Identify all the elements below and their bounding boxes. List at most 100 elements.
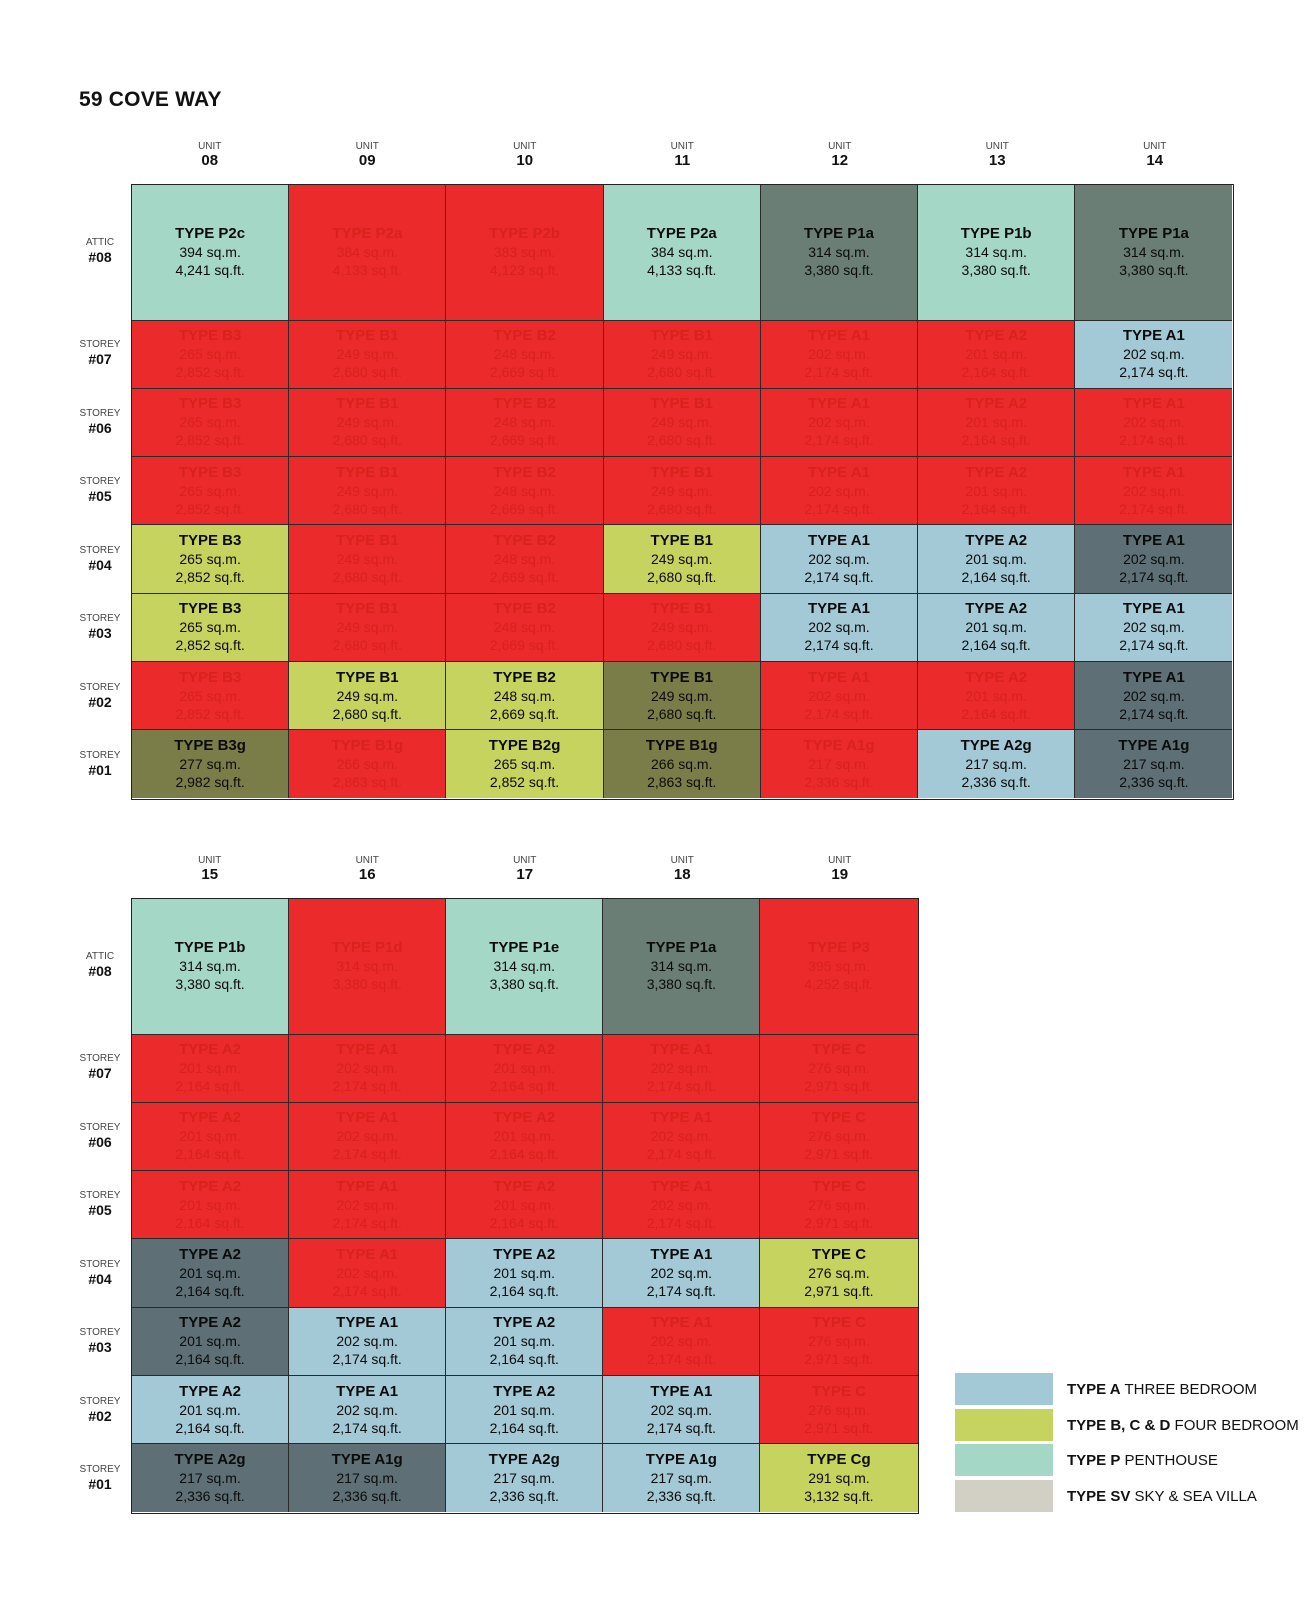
sold-unit-cell[interactable]: TYPE B1 249 sq.m. 2,680 sq.ft. [289, 388, 447, 458]
sold-unit-cell[interactable]: TYPE B1 249 sq.m. 2,680 sq.ft. [603, 320, 761, 389]
available-unit-cell[interactable]: TYPE B3 265 sq.m. 2,852 sq.ft. [132, 593, 290, 662]
sold-unit-cell[interactable]: TYPE A1 202 sq.m. 2,174 sq.ft. [603, 1171, 761, 1240]
sold-unit-cell[interactable]: TYPE A1 202 sq.m. 2,174 sq.ft. [1075, 457, 1233, 526]
available-unit-cell[interactable]: TYPE A2 201 sq.m. 2,164 sq.ft. [446, 1375, 604, 1445]
available-unit-cell[interactable]: TYPE A1g 217 sq.m. 2,336 sq.ft. [603, 1444, 761, 1513]
available-unit-cell[interactable]: TYPE B1 249 sq.m. 2,680 sq.ft. [603, 661, 761, 731]
sold-unit-cell[interactable]: TYPE P2b 383 sq.m. 4,123 sq.ft. [446, 185, 604, 321]
sold-unit-cell[interactable]: TYPE B2 248 sq.m. 2,669 sq.ft. [446, 388, 604, 458]
sold-unit-cell[interactable]: TYPE C 276 sq.m. 2,971 sq.ft. [760, 1307, 918, 1376]
available-unit-cell[interactable]: TYPE P2c 394 sq.m. 4,241 sq.ft. [132, 185, 290, 321]
sold-unit-cell[interactable]: TYPE A2 201 sq.m. 2,164 sq.ft. [446, 1102, 604, 1172]
floor-number: #04 [88, 556, 112, 573]
sold-unit-cell[interactable]: TYPE B1 249 sq.m. 2,680 sq.ft. [603, 388, 761, 458]
available-unit-cell[interactable]: TYPE P1a 314 sq.m. 3,380 sq.ft. [760, 185, 919, 321]
available-unit-cell[interactable]: TYPE B2 248 sq.m. 2,669 sq.ft. [446, 661, 604, 731]
sold-unit-cell[interactable]: TYPE B1 249 sq.m. 2,680 sq.ft. [289, 320, 447, 389]
available-unit-cell[interactable]: TYPE A2 201 sq.m. 2,164 sq.ft. [132, 1307, 290, 1376]
available-unit-cell[interactable]: TYPE A2 201 sq.m. 2,164 sq.ft. [132, 1375, 290, 1445]
sold-unit-cell[interactable]: TYPE A1 202 sq.m. 2,174 sq.ft. [760, 320, 919, 389]
sold-unit-cell[interactable]: TYPE A2 201 sq.m. 2,164 sq.ft. [918, 320, 1076, 389]
available-unit-cell[interactable]: TYPE B3 265 sq.m. 2,852 sq.ft. [132, 525, 290, 594]
available-unit-cell[interactable]: TYPE B3g 277 sq.m. 2,982 sq.ft. [132, 730, 290, 799]
available-unit-cell[interactable]: TYPE A1 202 sq.m. 2,174 sq.ft. [1075, 661, 1233, 731]
sold-unit-cell[interactable]: TYPE A1 202 sq.m. 2,174 sq.ft. [760, 457, 919, 526]
sold-unit-cell[interactable]: TYPE A2 201 sq.m. 2,164 sq.ft. [132, 1171, 290, 1240]
unit-type: TYPE P2a [646, 225, 717, 243]
available-unit-cell[interactable]: TYPE Cg 291 sq.m. 3,132 sq.ft. [760, 1444, 918, 1513]
sold-unit-cell[interactable]: TYPE B1 249 sq.m. 2,680 sq.ft. [603, 593, 761, 662]
sold-unit-cell[interactable]: TYPE B2 248 sq.m. 2,669 sq.ft. [446, 593, 604, 662]
sold-unit-cell[interactable]: TYPE B1 249 sq.m. 2,680 sq.ft. [603, 457, 761, 526]
sold-unit-cell[interactable]: TYPE B1 249 sq.m. 2,680 sq.ft. [289, 457, 447, 526]
available-unit-cell[interactable]: TYPE C 276 sq.m. 2,971 sq.ft. [760, 1239, 918, 1308]
sold-unit-cell[interactable]: TYPE A1 202 sq.m. 2,174 sq.ft. [289, 1239, 447, 1308]
available-unit-cell[interactable]: TYPE A2 201 sq.m. 2,164 sq.ft. [918, 525, 1076, 594]
available-unit-cell[interactable]: TYPE A2g 217 sq.m. 2,336 sq.ft. [132, 1444, 290, 1513]
available-unit-cell[interactable]: TYPE B1 249 sq.m. 2,680 sq.ft. [289, 661, 447, 731]
available-unit-cell[interactable]: TYPE A1 202 sq.m. 2,174 sq.ft. [760, 593, 919, 662]
sold-unit-cell[interactable]: TYPE C 276 sq.m. 2,971 sq.ft. [760, 1375, 918, 1445]
sold-unit-cell[interactable]: TYPE A1 202 sq.m. 2,174 sq.ft. [603, 1307, 761, 1376]
sold-unit-cell[interactable]: TYPE A1 202 sq.m. 2,174 sq.ft. [1075, 388, 1233, 458]
available-unit-cell[interactable]: TYPE A2g 217 sq.m. 2,336 sq.ft. [918, 730, 1076, 799]
sold-unit-cell[interactable]: TYPE P2a 384 sq.m. 4,133 sq.ft. [289, 185, 447, 321]
available-unit-cell[interactable]: TYPE P2a 384 sq.m. 4,133 sq.ft. [603, 185, 761, 321]
available-unit-cell[interactable]: TYPE A2 201 sq.m. 2,164 sq.ft. [446, 1307, 604, 1376]
available-unit-cell[interactable]: TYPE P1a 314 sq.m. 3,380 sq.ft. [1075, 185, 1233, 321]
available-unit-cell[interactable]: TYPE P1b 314 sq.m. 3,380 sq.ft. [132, 899, 290, 1035]
unit-area-sqm: 277 sq.m. [179, 756, 241, 773]
sold-unit-cell[interactable]: TYPE A1 202 sq.m. 2,174 sq.ft. [289, 1171, 447, 1240]
sold-unit-cell[interactable]: TYPE C 276 sq.m. 2,971 sq.ft. [760, 1102, 918, 1172]
available-unit-cell[interactable]: TYPE A1 202 sq.m. 2,174 sq.ft. [603, 1239, 761, 1308]
sold-unit-cell[interactable]: TYPE A2 201 sq.m. 2,164 sq.ft. [918, 457, 1076, 526]
sold-unit-cell[interactable]: TYPE A1 202 sq.m. 2,174 sq.ft. [603, 1034, 761, 1103]
available-unit-cell[interactable]: TYPE B1 249 sq.m. 2,680 sq.ft. [603, 525, 761, 594]
available-unit-cell[interactable]: TYPE P1b 314 sq.m. 3,380 sq.ft. [918, 185, 1076, 321]
available-unit-cell[interactable]: TYPE A1g 217 sq.m. 2,336 sq.ft. [289, 1444, 447, 1513]
sold-unit-cell[interactable]: TYPE C 276 sq.m. 2,971 sq.ft. [760, 1034, 918, 1103]
sold-unit-cell[interactable]: TYPE A2 201 sq.m. 2,164 sq.ft. [446, 1171, 604, 1240]
sold-unit-cell[interactable]: TYPE B1 249 sq.m. 2,680 sq.ft. [289, 593, 447, 662]
available-unit-cell[interactable]: TYPE A1g 217 sq.m. 2,336 sq.ft. [1075, 730, 1233, 799]
sold-unit-cell[interactable]: TYPE A2 201 sq.m. 2,164 sq.ft. [132, 1034, 290, 1103]
available-unit-cell[interactable]: TYPE P1a 314 sq.m. 3,380 sq.ft. [603, 899, 761, 1035]
sold-unit-cell[interactable]: TYPE A1 202 sq.m. 2,174 sq.ft. [760, 388, 919, 458]
sold-unit-cell[interactable]: TYPE P3 395 sq.m. 4,252 sq.ft. [760, 899, 918, 1035]
sold-unit-cell[interactable]: TYPE A2 201 sq.m. 2,164 sq.ft. [918, 388, 1076, 458]
sold-unit-cell[interactable]: TYPE A1g 217 sq.m. 2,336 sq.ft. [760, 730, 919, 799]
sold-unit-cell[interactable]: TYPE A1 202 sq.m. 2,174 sq.ft. [289, 1034, 447, 1103]
available-unit-cell[interactable]: TYPE A1 202 sq.m. 2,174 sq.ft. [1075, 320, 1233, 389]
sold-unit-cell[interactable]: TYPE A2 201 sq.m. 2,164 sq.ft. [132, 1102, 290, 1172]
available-unit-cell[interactable]: TYPE P1e 314 sq.m. 3,380 sq.ft. [446, 899, 604, 1035]
available-unit-cell[interactable]: TYPE A2 201 sq.m. 2,164 sq.ft. [918, 593, 1076, 662]
available-unit-cell[interactable]: TYPE A1 202 sq.m. 2,174 sq.ft. [289, 1375, 447, 1445]
sold-unit-cell[interactable]: TYPE A1 202 sq.m. 2,174 sq.ft. [603, 1102, 761, 1172]
sold-unit-cell[interactable]: TYPE B1g 266 sq.m. 2,863 sq.ft. [289, 730, 447, 799]
sold-unit-cell[interactable]: TYPE P1d 314 sq.m. 3,380 sq.ft. [289, 899, 447, 1035]
available-unit-cell[interactable]: TYPE A2 201 sq.m. 2,164 sq.ft. [446, 1239, 604, 1308]
sold-unit-cell[interactable]: TYPE B3 265 sq.m. 2,852 sq.ft. [132, 320, 290, 389]
sold-unit-cell[interactable]: TYPE B3 265 sq.m. 2,852 sq.ft. [132, 661, 290, 731]
available-unit-cell[interactable]: TYPE B2g 265 sq.m. 2,852 sq.ft. [446, 730, 604, 799]
available-unit-cell[interactable]: TYPE B1g 266 sq.m. 2,863 sq.ft. [603, 730, 761, 799]
sold-unit-cell[interactable]: TYPE A1 202 sq.m. 2,174 sq.ft. [289, 1102, 447, 1172]
available-unit-cell[interactable]: TYPE A1 202 sq.m. 2,174 sq.ft. [760, 525, 919, 594]
available-unit-cell[interactable]: TYPE A2 201 sq.m. 2,164 sq.ft. [132, 1239, 290, 1308]
available-unit-cell[interactable]: TYPE A2g 217 sq.m. 2,336 sq.ft. [446, 1444, 604, 1513]
sold-unit-cell[interactable]: TYPE A1 202 sq.m. 2,174 sq.ft. [760, 661, 919, 731]
sold-unit-cell[interactable]: TYPE B2 248 sq.m. 2,669 sq.ft. [446, 320, 604, 389]
available-unit-cell[interactable]: TYPE A1 202 sq.m. 2,174 sq.ft. [1075, 593, 1233, 662]
sold-unit-cell[interactable]: TYPE A2 201 sq.m. 2,164 sq.ft. [918, 661, 1076, 731]
sold-unit-cell[interactable]: TYPE C 276 sq.m. 2,971 sq.ft. [760, 1171, 918, 1240]
sold-unit-cell[interactable]: TYPE B3 265 sq.m. 2,852 sq.ft. [132, 457, 290, 526]
available-unit-cell[interactable]: TYPE A1 202 sq.m. 2,174 sq.ft. [603, 1375, 761, 1445]
sold-unit-cell[interactable]: TYPE B3 265 sq.m. 2,852 sq.ft. [132, 388, 290, 458]
sold-unit-cell[interactable]: TYPE A2 201 sq.m. 2,164 sq.ft. [446, 1034, 604, 1103]
sold-unit-cell[interactable]: TYPE B2 248 sq.m. 2,669 sq.ft. [446, 457, 604, 526]
floor-number: #03 [88, 1339, 112, 1356]
sold-unit-cell[interactable]: TYPE B1 249 sq.m. 2,680 sq.ft. [289, 525, 447, 594]
sold-unit-cell[interactable]: TYPE B2 248 sq.m. 2,669 sq.ft. [446, 525, 604, 594]
available-unit-cell[interactable]: TYPE A1 202 sq.m. 2,174 sq.ft. [1075, 525, 1233, 594]
available-unit-cell[interactable]: TYPE A1 202 sq.m. 2,174 sq.ft. [289, 1307, 447, 1376]
